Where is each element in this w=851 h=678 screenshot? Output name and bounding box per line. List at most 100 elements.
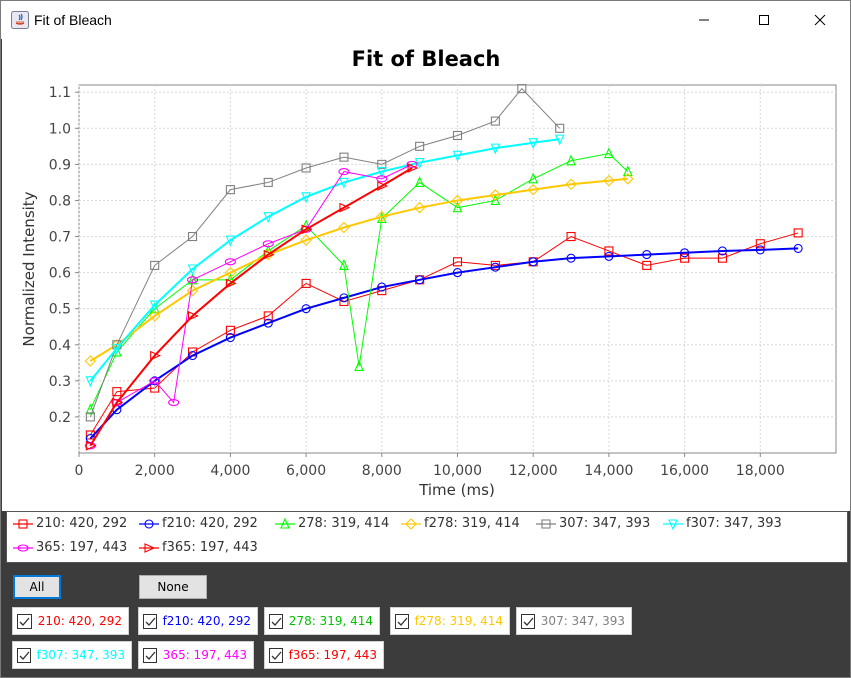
- checkbox-box[interactable]: [269, 613, 283, 629]
- series-checkbox[interactable]: f365: 197, 443: [264, 641, 384, 669]
- series-checkbox[interactable]: 307: 347, 393: [516, 607, 632, 635]
- data-point: [225, 325, 235, 335]
- legend-marker: [541, 518, 551, 529]
- series-4: [85, 84, 565, 422]
- data-point: [150, 260, 160, 270]
- data-point: [554, 134, 565, 146]
- data-point: [339, 202, 351, 213]
- data-point: [528, 172, 539, 184]
- data-point: [301, 163, 311, 173]
- java-app-icon: [11, 11, 29, 29]
- select-all-button[interactable]: All: [13, 575, 61, 599]
- data-point: [490, 116, 500, 126]
- series-checkbox[interactable]: f307: 347, 393: [12, 641, 132, 669]
- checkmark-icon: [397, 617, 408, 626]
- chart-legend: 210: 420, 292 f210: 420, 292 278: 319, 414…: [6, 511, 848, 563]
- maximize-button[interactable]: [741, 1, 787, 39]
- checkbox-box[interactable]: [17, 647, 31, 663]
- series-line: [89, 167, 413, 447]
- data-point: [527, 183, 539, 196]
- data-point: [338, 221, 350, 234]
- data-point: [225, 235, 236, 247]
- data-point: [415, 275, 425, 285]
- y-tick-label: 0.3: [49, 374, 71, 390]
- series-3: [84, 173, 634, 367]
- data-point: [150, 350, 162, 361]
- select-none-button[interactable]: None: [139, 575, 207, 599]
- series-checkbox[interactable]: 210: 420, 292: [12, 607, 129, 635]
- checkbox-box[interactable]: [395, 613, 409, 629]
- legend-item: f307: 347, 393: [663, 516, 782, 531]
- legend-item: f278: 319, 414: [401, 516, 520, 531]
- series-checkbox[interactable]: 365: 197, 443: [138, 641, 254, 669]
- minimize-icon: [699, 19, 709, 21]
- data-point: [566, 154, 576, 166]
- checkbox-box[interactable]: [521, 613, 535, 629]
- data-point: [555, 123, 565, 133]
- checkbox-box[interactable]: [143, 613, 157, 629]
- series-checkbox[interactable]: f278: 319, 414: [390, 607, 510, 635]
- data-point: [188, 231, 198, 242]
- data-point: [339, 152, 349, 162]
- x-tick-label: 2,000: [135, 463, 175, 479]
- x-tick-label: 10,000: [433, 463, 482, 479]
- legend-marker-icon: [401, 517, 421, 530]
- data-point: [186, 284, 199, 297]
- data-point: [150, 376, 160, 386]
- data-point: [452, 257, 463, 267]
- data-point: [301, 278, 311, 288]
- y-tick-label: 0.9: [49, 157, 71, 173]
- minimize-button[interactable]: [681, 1, 727, 39]
- series-checkbox[interactable]: f210: 420, 292: [138, 607, 258, 635]
- data-point: [407, 163, 419, 173]
- data-point: [377, 282, 387, 292]
- y-tick-label: 0.4: [49, 338, 71, 354]
- series-checkbox[interactable]: 278: 319, 414: [264, 607, 380, 635]
- data-point: [604, 147, 614, 159]
- data-point: [300, 234, 312, 246]
- checkbox-label: 307: 347, 393: [540, 614, 625, 628]
- checkbox-label: f210: 420, 292: [162, 614, 251, 628]
- data-point: [377, 181, 389, 191]
- y-axis-label: Normalized Intensity: [20, 191, 38, 346]
- checkbox-label: f278: 319, 414: [414, 614, 503, 628]
- data-point: [148, 310, 161, 322]
- checkbox-box[interactable]: [143, 647, 157, 663]
- data-point: [376, 210, 388, 223]
- x-tick-label: 4,000: [210, 463, 250, 479]
- y-tick-label: 0.5: [49, 302, 71, 318]
- checkmark-icon: [271, 651, 282, 660]
- data-point: [604, 251, 614, 261]
- checkbox-box[interactable]: [269, 647, 283, 663]
- legend-marker: [144, 518, 154, 529]
- legend-marker-icon: [13, 518, 33, 529]
- data-point: [112, 397, 124, 408]
- data-point: [354, 360, 364, 371]
- data-point: [224, 258, 236, 266]
- checkbox-label: 365: 197, 443: [162, 648, 247, 662]
- legend-marker: [18, 518, 28, 529]
- data-point: [263, 318, 273, 328]
- data-point: [414, 176, 425, 187]
- legend-marker-icon: [663, 518, 683, 530]
- legend-item: 307: 347, 393: [536, 516, 650, 531]
- x-tick-label: 12,000: [509, 463, 558, 479]
- data-point: [301, 192, 311, 204]
- data-point: [301, 304, 311, 314]
- legend-item: f365: 197, 443: [139, 540, 258, 555]
- data-point: [490, 143, 501, 155]
- legend-label: f210: 420, 292: [162, 516, 258, 531]
- data-point: [451, 194, 464, 207]
- close-button[interactable]: [797, 1, 843, 39]
- data-point: [717, 253, 728, 263]
- legend-marker-icon: [139, 518, 159, 529]
- data-point: [415, 141, 425, 151]
- checkbox-box[interactable]: [17, 613, 32, 629]
- legend-item: 278: 319, 414: [275, 516, 389, 531]
- data-point: [528, 257, 538, 267]
- series-line: [89, 232, 799, 436]
- title-bar: Fit of Bleach: [1, 1, 850, 39]
- data-point: [168, 398, 180, 407]
- legend-marker: [17, 543, 29, 552]
- chart-panel: Fit of Bleach 0.2 0.3 0.4 0.5 0.6 0.7 0.8 0.9 1.…: [2, 39, 850, 511]
